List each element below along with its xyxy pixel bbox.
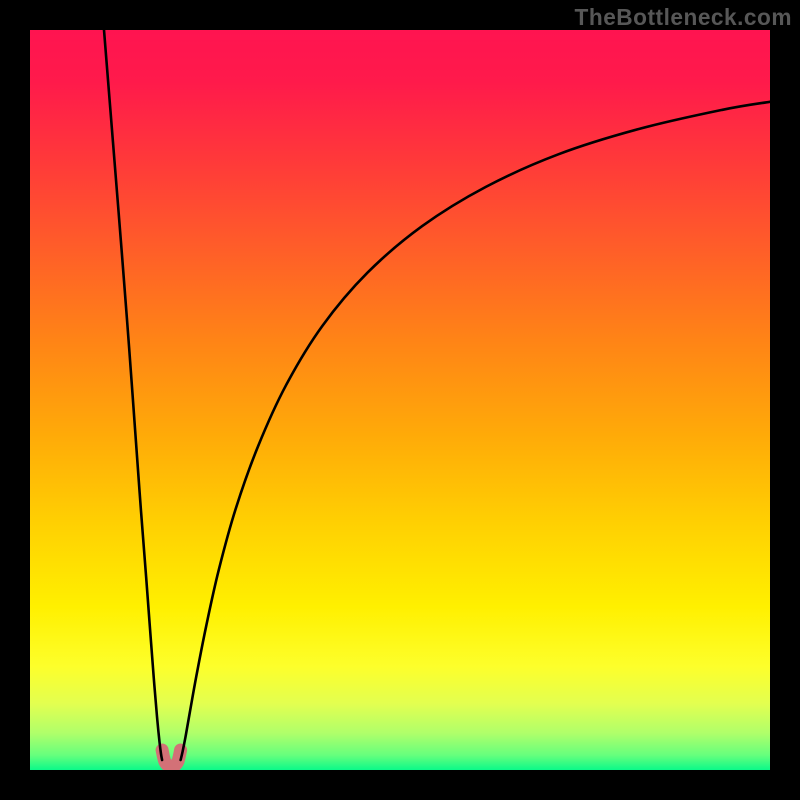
plot-area <box>30 30 770 770</box>
watermark-text: TheBottleneck.com <box>575 4 792 31</box>
curve-right-branch <box>181 102 770 760</box>
minimum-u-marker <box>162 750 181 767</box>
chart-container: TheBottleneck.com <box>0 0 800 800</box>
curve-layer <box>30 30 770 770</box>
curve-left-branch <box>104 30 162 760</box>
